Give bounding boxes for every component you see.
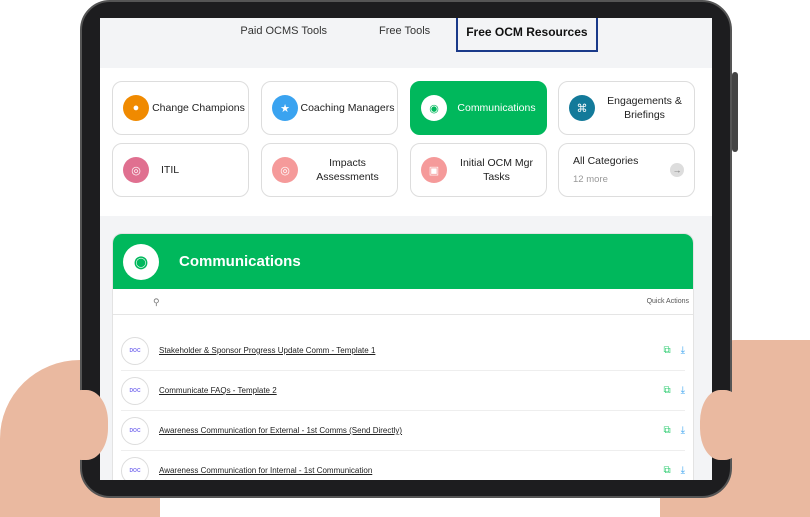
download-icon[interactable]: ⤓	[680, 425, 685, 436]
doc-icon: DOC	[121, 456, 149, 480]
network-icon: ⌘	[569, 95, 595, 121]
right-thumb	[700, 390, 745, 460]
copy-icon[interactable]: ⧉	[663, 385, 671, 396]
list-item: DOC Stakeholder & Sponsor Progress Update…	[121, 331, 685, 371]
user-shield-icon: ●	[123, 95, 149, 121]
doc-icon: DOC	[121, 336, 149, 365]
chat-icon: ◉	[421, 95, 447, 121]
doc-icon: DOC	[121, 376, 149, 405]
item-link[interactable]: Awareness Communication for External - 1…	[159, 426, 403, 435]
category-impacts-assessments[interactable]: ◎ Impacts Assessments	[261, 143, 398, 197]
quick-actions-label: Quick Actions	[646, 298, 689, 305]
item-link[interactable]: Communicate FAQs - Template 2	[159, 386, 277, 395]
item-link[interactable]: Stakeholder & Sponsor Progress Update Co…	[159, 346, 376, 355]
list-item: DOC Awareness Communication for Internal …	[121, 451, 685, 480]
search-icon: ⚲	[153, 297, 160, 307]
arrow-right-icon: →	[670, 163, 684, 177]
category-communications[interactable]: ◉ Communications	[410, 81, 547, 135]
category-change-champions[interactable]: ● Change Champions	[112, 81, 249, 135]
copy-icon[interactable]: ⧉	[663, 345, 671, 356]
tab-free-tools[interactable]: Free Tools	[379, 25, 431, 37]
chat-icon: ◉	[123, 243, 159, 280]
presentation-icon: ▣	[421, 157, 447, 183]
communications-section: ◉ Communications ⚲ Quick Actions DOC Stake…	[112, 233, 694, 480]
list-item: DOC Communicate FAQs - Template 2 ⧉ ⤓	[121, 371, 685, 411]
category-initial-ocm-mgr-tasks[interactable]: ▣ Initial OCM Mgr Tasks	[410, 143, 547, 197]
star-icon: ★	[272, 95, 298, 121]
tab-paid-ocms-tools[interactable]: Paid OCMS Tools	[240, 25, 328, 37]
category-engagements-briefings[interactable]: ⌘ Engagements & Briefings	[558, 81, 695, 135]
category-itil[interactable]: ◎ ITIL	[112, 143, 249, 197]
download-icon[interactable]: ⤓	[680, 465, 685, 476]
tab-free-ocm-resources[interactable]: Free OCM Resources	[456, 18, 598, 52]
screen: Paid OCMS Tools Free Tools Free OCM Reso…	[100, 18, 712, 480]
copy-icon[interactable]: ⧉	[663, 425, 671, 436]
category-coaching-managers[interactable]: ★ Coaching Managers	[261, 81, 398, 135]
download-icon[interactable]: ⤓	[680, 345, 685, 356]
copy-icon[interactable]: ⧉	[663, 465, 671, 476]
doc-icon: DOC	[121, 416, 149, 445]
category-all-categories[interactable]: All Categories 12 more →	[558, 143, 695, 197]
target-icon: ◎	[272, 157, 298, 183]
left-thumb	[60, 390, 108, 460]
section-header: ◉ Communications	[113, 234, 693, 289]
category-grid: ● Change Champions ★ Coaching Managers ◉ Co…	[100, 68, 712, 216]
list-item: DOC Awareness Communication for External …	[121, 411, 685, 451]
item-link[interactable]: Awareness Communication for Internal - 1…	[159, 466, 373, 475]
top-tabs: Paid OCMS Tools Free Tools Free OCM Reso…	[100, 18, 712, 52]
search-bar[interactable]: ⚲ Quick Actions	[113, 289, 693, 315]
globe-icon: ◎	[123, 157, 149, 183]
download-icon[interactable]: ⤓	[680, 385, 685, 396]
